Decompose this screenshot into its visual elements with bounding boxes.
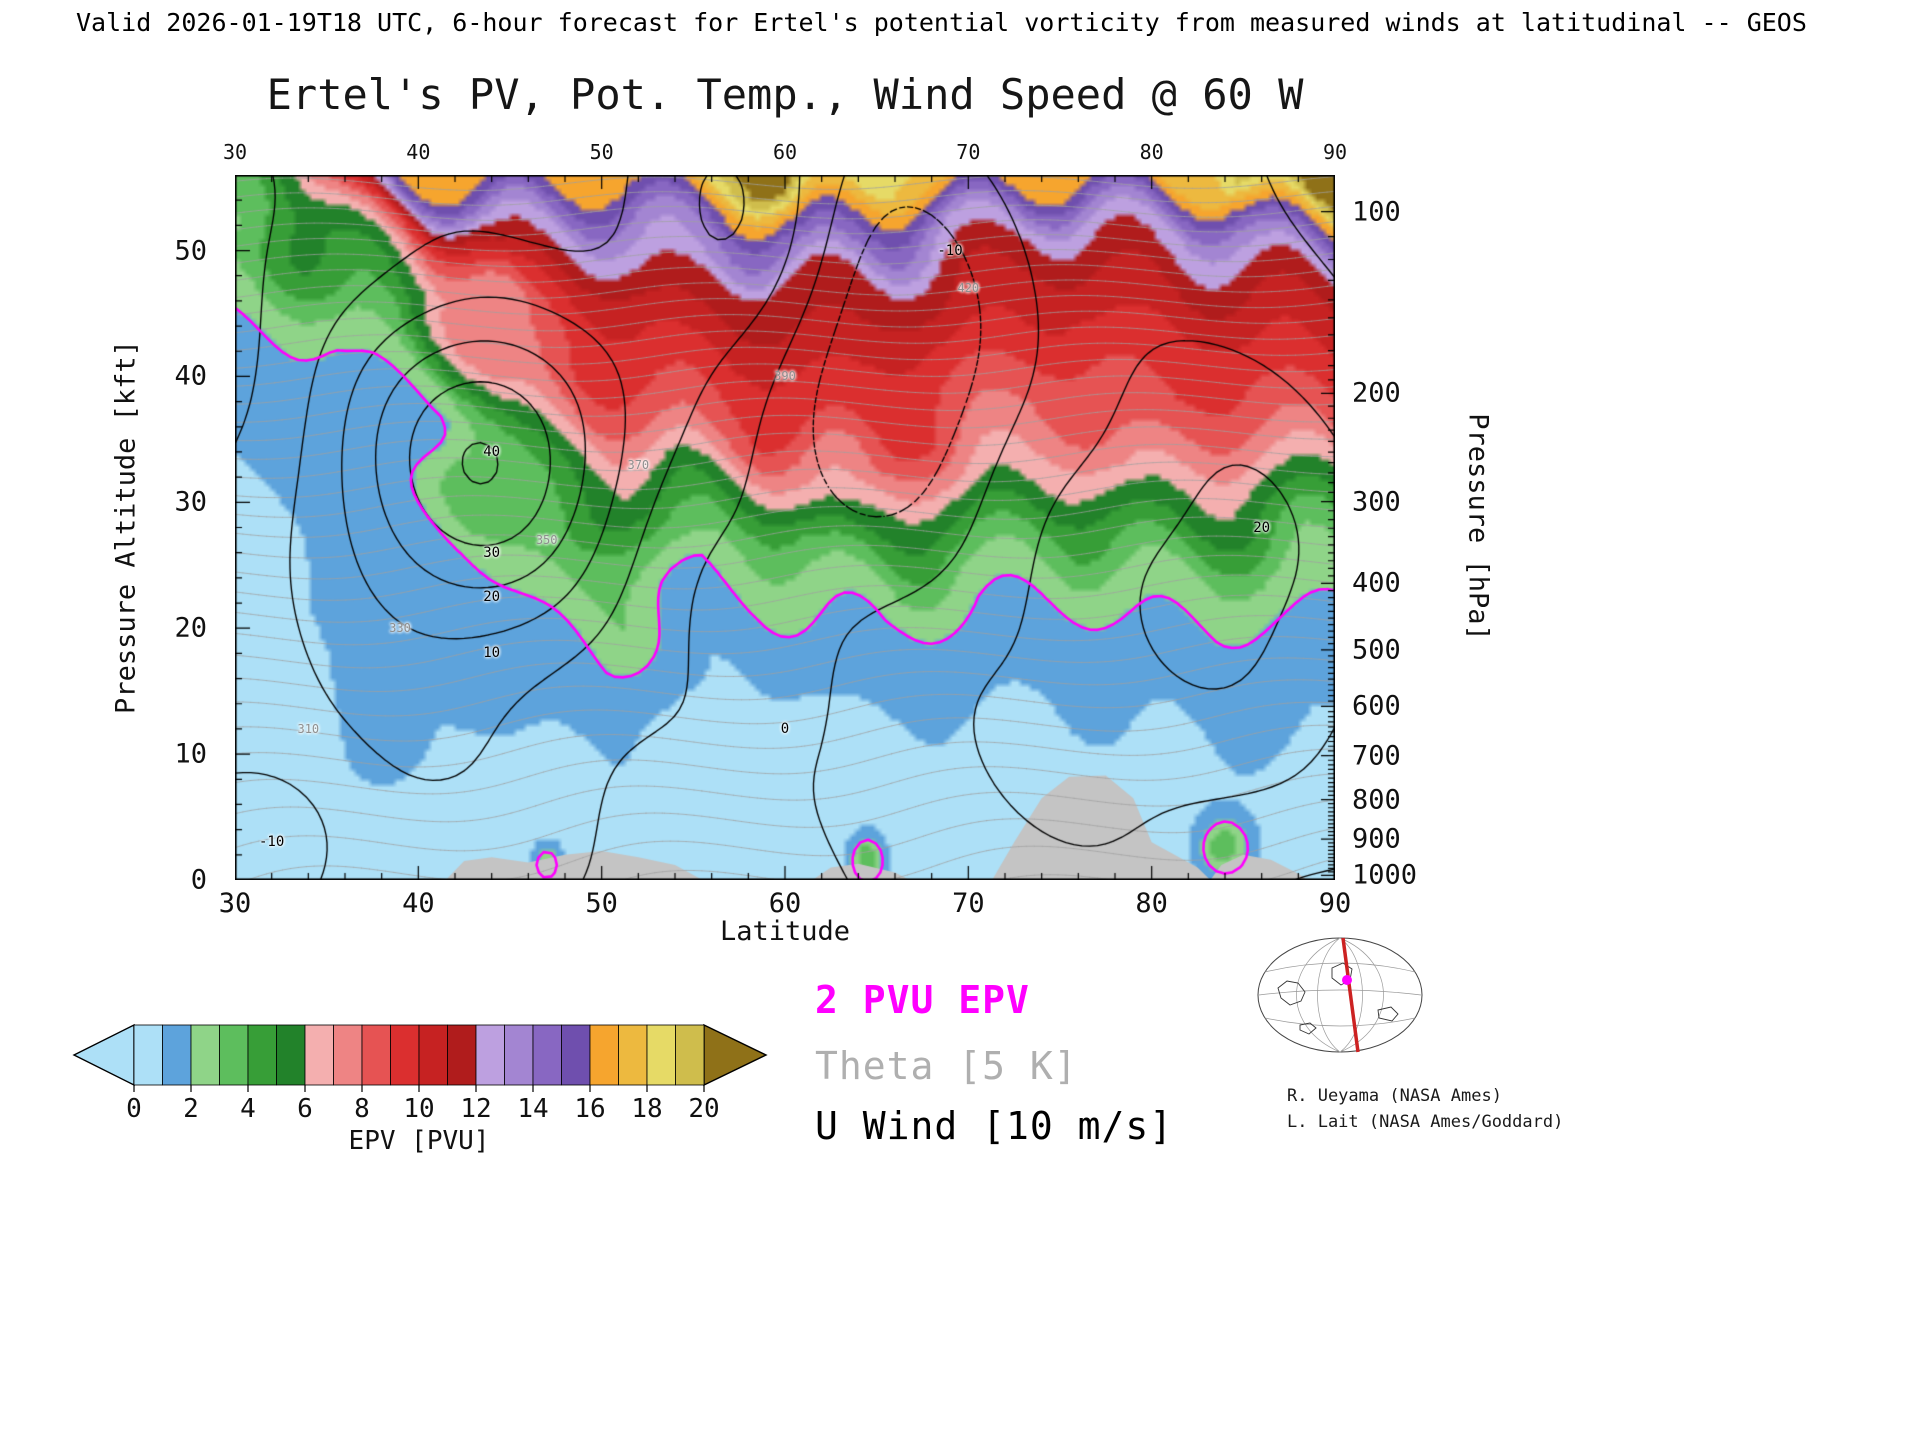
colorbar-segment [589,1024,619,1086]
x-tick-label: 30 [218,888,252,919]
x-tick-label: 50 [585,888,618,919]
uwind-contour-label: -10 [937,242,963,259]
colorbar-tick-label: 10 [403,1094,435,1124]
colorbar-tick-label: 20 [688,1094,720,1124]
colorbar-segment [561,1024,591,1086]
colorbar-segment [646,1024,676,1086]
location-inset-map [1257,937,1423,1053]
y-left-tick-label: 40 [174,360,207,392]
y-right-tick-label: 300 [1352,486,1401,518]
colorbar-tick-label: 8 [354,1094,370,1124]
y-right-tick-label: 200 [1352,377,1401,409]
uwind-contour-label: 40 [483,443,501,460]
colorbar-tick-label: 2 [183,1094,199,1124]
colorbar-axis-label: EPV [PVU] [348,1126,490,1156]
theta-contour-label: 310 [297,721,320,736]
y-right-tick-label: 400 [1352,567,1401,599]
x-tick-label: 70 [952,888,985,919]
credit-line-1: R. Ueyama (NASA Ames) [1287,1086,1502,1106]
credit-line-2: L. Lait (NASA Ames/Goddard) [1287,1112,1564,1132]
colorbar-arrow [72,1023,135,1087]
colorbar-arrow [703,1023,768,1087]
colorbar-segment [675,1024,705,1086]
x-top-tick-label: 50 [589,140,614,164]
x-top-tick-label: 60 [772,140,798,164]
uwind-contour-label: -10 [259,834,285,851]
uwind-contour-label: 30 [483,544,501,561]
y-left-tick-label: 30 [174,486,207,518]
colorbar-segment [504,1024,534,1086]
colorbar-segment [304,1024,334,1086]
x-top-tick-label: 30 [222,140,248,164]
theta-contour-label: 370 [627,457,650,472]
colorbar-segment [618,1024,648,1086]
x-top-tick-label: 70 [956,140,981,164]
x-top-tick-label: 40 [406,140,431,164]
x-tick-label: 80 [1135,888,1168,919]
legend-theta-contour: Theta [5 K] [815,1044,1078,1088]
x-top-tick-label: 90 [1322,140,1348,164]
colorbar-segment [475,1024,505,1086]
epv-colorbar [72,1023,768,1092]
colorbar-segment [333,1024,363,1086]
y-right-axis-title: Pressure [hPa] [1462,413,1494,641]
y-right-tick-label: 1000 [1352,859,1418,891]
cross-section-meridian-line [1341,937,1360,1053]
theta-contour-label: 350 [535,533,558,548]
theta-contour-label: 420 [957,281,980,296]
y-right-tick-label: 600 [1352,690,1401,722]
colorbar-segment [190,1024,220,1086]
y-left-axis-title: Pressure Altitude [kft] [110,340,142,714]
y-left-tick-label: 10 [174,738,207,770]
graticule-parallels [1258,962,1422,1027]
x-tick-label: 60 [768,888,802,919]
colorbar-tick-label: 0 [126,1094,142,1124]
colorbar-tick-label: 12 [460,1094,492,1124]
colorbar-tick-label: 6 [297,1094,313,1124]
colorbar-segment [276,1024,306,1086]
theta-contour-label: 390 [774,369,796,384]
colorbar-segment [532,1024,562,1086]
x-top-tick-label: 80 [1139,140,1164,164]
y-left-tick-label: 50 [174,235,207,267]
colorbar-segment [219,1024,249,1086]
plot-area: 310 330 350 370 390 420 40 30 20 10 0 -10 20 -10 [235,175,1335,880]
theta-contour-label: 330 [389,621,411,636]
legend-pv-contour: 2 PVU EPV [815,978,1030,1022]
cross-section-marker-dot [1342,975,1352,985]
graticule-meridians [1296,937,1384,1053]
colorbar-tick-label: 18 [631,1094,663,1124]
y-left-tick-label: 20 [174,612,207,644]
legend-uwind-contour: U Wind [10 m/s] [815,1104,1174,1148]
colorbar-tick-label: 14 [517,1094,549,1124]
colorbar-segment [162,1024,192,1086]
uwind-contour-label: 20 [483,588,501,605]
colorbar-tick-label: 4 [240,1094,256,1124]
y-right-tick-label: 800 [1352,784,1401,816]
validity-header: Valid 2026-01-19T18 UTC, 6-hour forecast… [76,8,1807,37]
uwind-contour-label: 10 [483,645,501,662]
x-tick-label: 40 [402,888,435,919]
colorbar-segment [247,1024,277,1086]
globe-outline [1257,937,1423,1053]
colorbar-segment [390,1024,420,1086]
uwind-contour-label: 0 [780,720,790,737]
colorbar-segment [418,1024,448,1086]
y-right-tick-label: 900 [1352,823,1401,855]
colorbar-segment [133,1024,163,1086]
y-right-tick-label: 700 [1352,740,1401,772]
cross-section-canvas [235,175,1335,880]
colorbar-segment [361,1024,391,1086]
uwind-contour-label: 20 [1253,519,1271,536]
y-right-tick-label: 100 [1352,196,1401,228]
y-left-tick-label: 0 [190,864,207,896]
plot-title: Ertel's PV, Pot. Temp., Wind Speed @ 60 … [266,70,1304,119]
y-right-tick-label: 500 [1352,634,1401,666]
x-tick-label: 90 [1318,888,1352,919]
colorbar-segment [447,1024,477,1086]
x-axis-title: Latitude [719,916,851,947]
colorbar-tick-label: 16 [574,1094,606,1124]
